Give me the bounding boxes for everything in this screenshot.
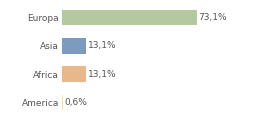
Bar	[62, 38, 86, 54]
Bar	[62, 66, 86, 82]
Text: 73,1%: 73,1%	[199, 13, 227, 22]
Bar	[62, 10, 197, 25]
Text: 0,6%: 0,6%	[65, 98, 87, 107]
Bar	[62, 95, 63, 110]
Text: 13,1%: 13,1%	[88, 70, 116, 79]
Text: 13,1%: 13,1%	[88, 41, 116, 50]
